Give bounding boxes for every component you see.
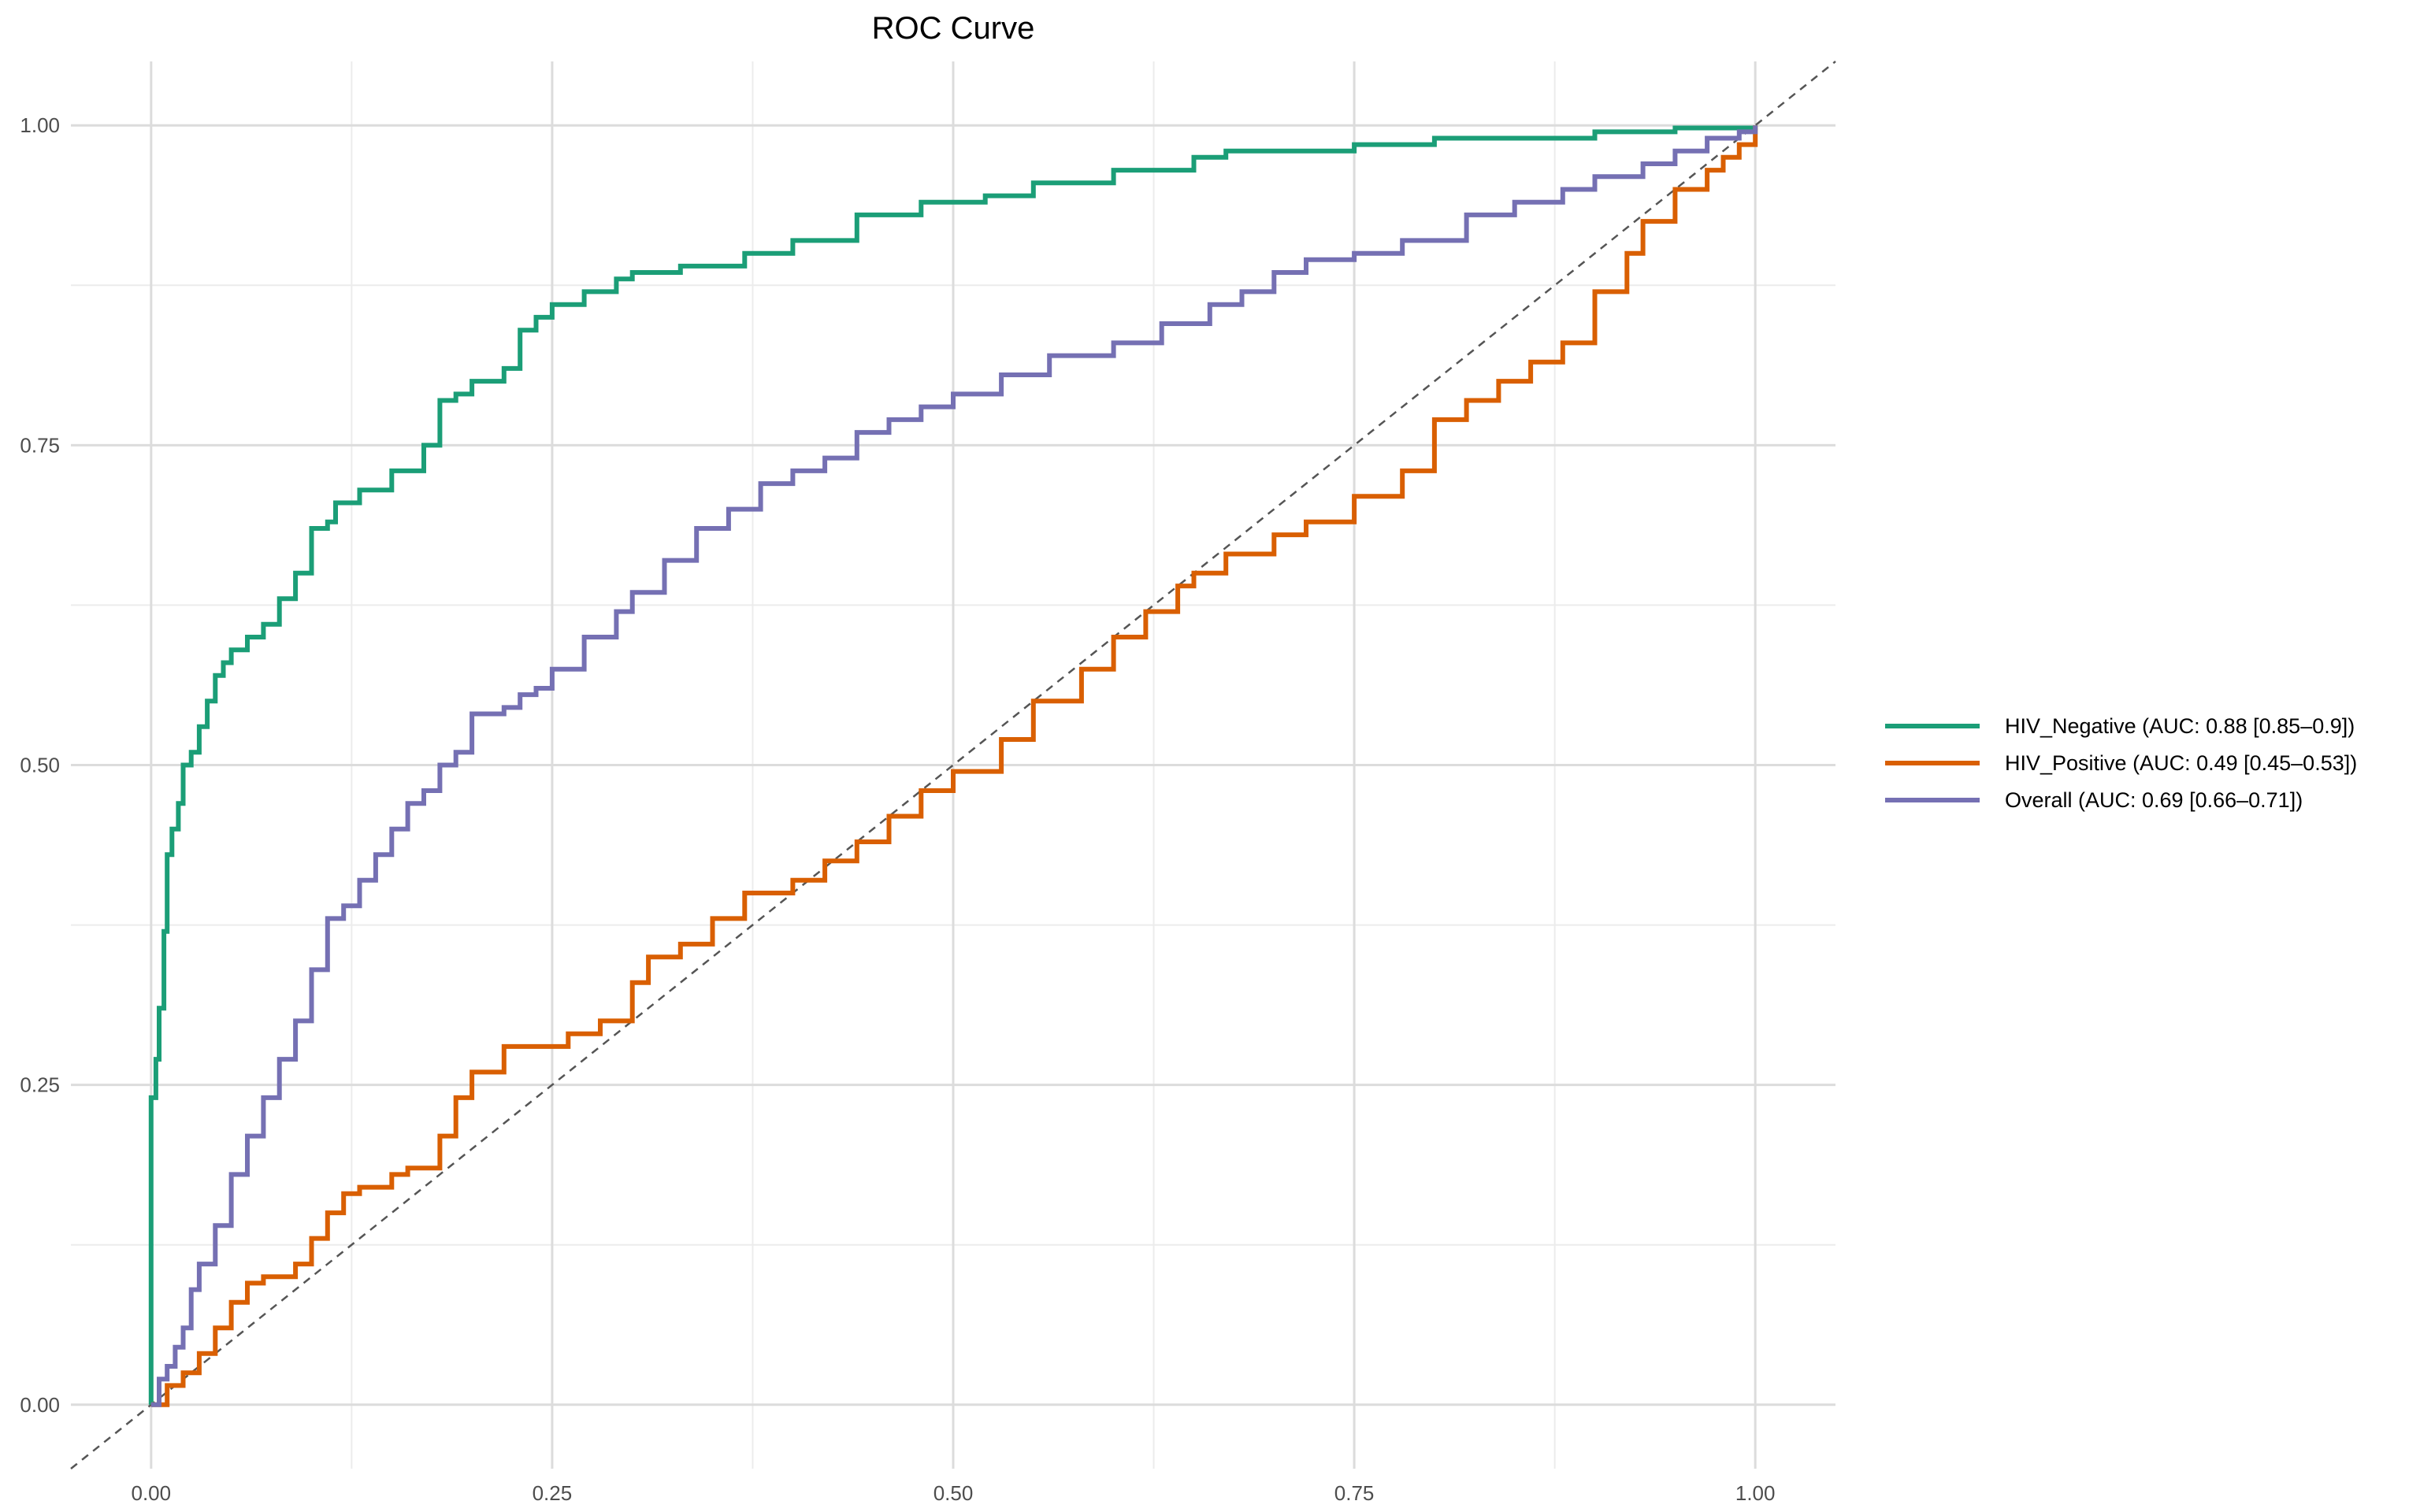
y-tick-label: 0.25 (20, 1073, 60, 1097)
x-axis-ticks: 0.00 0.25 0.50 0.75 1.00 (132, 1481, 1776, 1505)
legend: HIV_Negative (AUC: 0.88 [0.85–0.9]) HIV_P… (1885, 714, 2357, 812)
chart-title: ROC Curve (872, 11, 1035, 46)
grid (71, 61, 1835, 1469)
reference-diagonal (70, 61, 1836, 1469)
legend-label-2: HIV_Positive (AUC: 0.49 [0.45–0.53]) (2005, 751, 2357, 775)
series-line-1 (148, 125, 1758, 1405)
series-line-3 (150, 125, 1758, 1407)
y-tick-label: 0.50 (20, 754, 60, 777)
y-axis-ticks: 0.00 0.25 0.50 0.75 1.00 (20, 113, 60, 1417)
y-tick-label: 1.00 (20, 113, 60, 137)
series-lines (148, 125, 1758, 1407)
series-line-2 (150, 125, 1758, 1407)
legend-label-3: Overall (AUC: 0.69 [0.66–0.71]) (2005, 788, 2303, 812)
reference-diagonal-line (70, 61, 1836, 1469)
x-tick-label: 0.50 (933, 1481, 974, 1505)
legend-label-1: HIV_Negative (AUC: 0.88 [0.85–0.9]) (2005, 714, 2355, 738)
y-tick-label: 0.75 (20, 433, 60, 457)
x-tick-label: 0.75 (1334, 1481, 1375, 1505)
x-tick-label: 0.00 (132, 1481, 172, 1505)
x-tick-label: 0.25 (533, 1481, 573, 1505)
y-tick-label: 0.00 (20, 1393, 60, 1417)
x-tick-label: 1.00 (1735, 1481, 1776, 1505)
